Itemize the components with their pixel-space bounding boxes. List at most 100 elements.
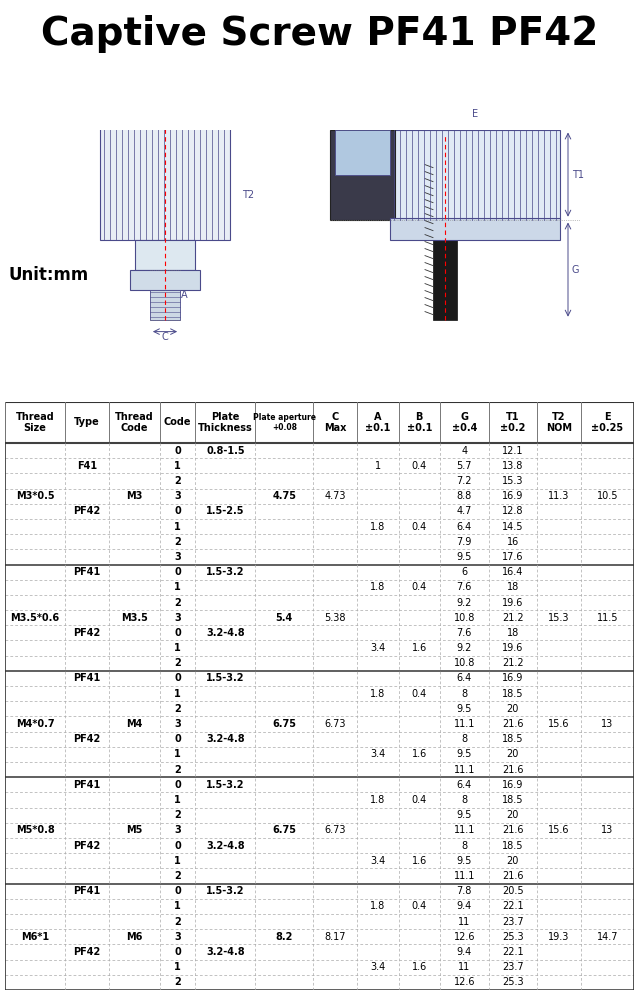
Bar xyxy=(130,270,200,290)
Text: 2: 2 xyxy=(174,704,181,714)
Text: 9.4: 9.4 xyxy=(457,947,472,957)
Text: 15.6: 15.6 xyxy=(548,825,569,835)
Text: 3.4: 3.4 xyxy=(370,643,385,653)
Text: 16.9: 16.9 xyxy=(502,491,523,501)
Text: T1
±0.2: T1 ±0.2 xyxy=(500,412,525,434)
Text: 8.8: 8.8 xyxy=(457,491,472,501)
Text: 9.5: 9.5 xyxy=(457,810,472,820)
Text: M3: M3 xyxy=(126,491,142,501)
Text: PF42: PF42 xyxy=(73,840,101,851)
Text: 1.5-3.2: 1.5-3.2 xyxy=(206,780,245,790)
Text: 8: 8 xyxy=(461,734,467,744)
Text: 1: 1 xyxy=(174,460,181,471)
Text: PF42: PF42 xyxy=(73,628,101,638)
Text: 6.4: 6.4 xyxy=(457,780,472,790)
Text: 18: 18 xyxy=(507,628,519,638)
Text: 1: 1 xyxy=(174,522,181,532)
Text: 1.5-2.5: 1.5-2.5 xyxy=(206,506,245,516)
Text: 0: 0 xyxy=(174,445,181,455)
Text: 0: 0 xyxy=(174,734,181,744)
Text: 14.7: 14.7 xyxy=(597,931,618,941)
Text: 6.4: 6.4 xyxy=(457,674,472,683)
Text: 11.1: 11.1 xyxy=(454,765,475,775)
Text: Code: Code xyxy=(164,418,191,428)
Text: 9.5: 9.5 xyxy=(457,856,472,866)
Text: 19.3: 19.3 xyxy=(548,931,569,941)
Text: 3: 3 xyxy=(174,613,181,623)
Text: A: A xyxy=(181,290,188,300)
Text: 3.4: 3.4 xyxy=(370,856,385,866)
Text: 13: 13 xyxy=(601,719,613,729)
Text: 6.73: 6.73 xyxy=(325,719,346,729)
Text: M6: M6 xyxy=(126,931,142,941)
Text: 2: 2 xyxy=(174,917,181,927)
Text: 0.4: 0.4 xyxy=(412,460,427,471)
Bar xyxy=(390,217,560,240)
Text: M4*0.7: M4*0.7 xyxy=(16,719,54,729)
Text: 8: 8 xyxy=(461,795,467,806)
Text: 6.73: 6.73 xyxy=(325,825,346,835)
Text: Thread
Size: Thread Size xyxy=(16,412,54,434)
Text: 13: 13 xyxy=(601,825,613,835)
Text: 0: 0 xyxy=(174,567,181,577)
Text: PF42: PF42 xyxy=(73,947,101,957)
Text: 16.9: 16.9 xyxy=(502,674,523,683)
Bar xyxy=(100,120,230,240)
Text: 12.8: 12.8 xyxy=(502,506,523,516)
Text: 7.6: 7.6 xyxy=(457,582,472,592)
Text: 1.8: 1.8 xyxy=(370,688,385,698)
Text: 8.2: 8.2 xyxy=(275,931,293,941)
Text: 11.1: 11.1 xyxy=(454,719,475,729)
Text: 21.2: 21.2 xyxy=(502,659,523,669)
Text: 3.2-4.8: 3.2-4.8 xyxy=(206,947,245,957)
Text: 21.6: 21.6 xyxy=(502,765,523,775)
Text: 8.17: 8.17 xyxy=(325,931,346,941)
Text: 11.5: 11.5 xyxy=(597,613,618,623)
Bar xyxy=(335,130,390,175)
Text: M3*0.5: M3*0.5 xyxy=(16,491,54,501)
Text: 21.2: 21.2 xyxy=(502,613,523,623)
Text: Type: Type xyxy=(74,418,100,428)
Text: 11: 11 xyxy=(458,917,470,927)
Text: 4.73: 4.73 xyxy=(325,491,346,501)
Text: 10.8: 10.8 xyxy=(454,659,475,669)
Text: 1: 1 xyxy=(174,795,181,806)
Text: 1.6: 1.6 xyxy=(412,750,427,760)
Text: 9.2: 9.2 xyxy=(457,597,472,607)
Text: B
±0.1: B ±0.1 xyxy=(406,412,432,434)
Text: 6.75: 6.75 xyxy=(272,719,296,729)
Text: 1: 1 xyxy=(174,902,181,912)
Text: 21.6: 21.6 xyxy=(502,825,523,835)
Text: PF42: PF42 xyxy=(73,734,101,744)
Text: Plate
Thickness: Plate Thickness xyxy=(198,412,253,434)
Text: 1.8: 1.8 xyxy=(370,522,385,532)
Text: C: C xyxy=(162,331,168,341)
Text: 3.4: 3.4 xyxy=(370,750,385,760)
Text: 5.38: 5.38 xyxy=(325,613,346,623)
Text: 12.6: 12.6 xyxy=(454,977,475,987)
Text: 2: 2 xyxy=(174,871,181,881)
Text: E: E xyxy=(472,108,478,119)
Text: 11.1: 11.1 xyxy=(454,825,475,835)
Text: 1.6: 1.6 xyxy=(412,856,427,866)
Text: Unit:mm: Unit:mm xyxy=(8,266,88,284)
Text: Plate aperture
+0.08: Plate aperture +0.08 xyxy=(253,413,316,433)
Text: 1.5-3.2: 1.5-3.2 xyxy=(206,567,245,577)
Text: 18.5: 18.5 xyxy=(502,688,523,698)
Text: 13.8: 13.8 xyxy=(502,460,523,471)
Text: M5*0.8: M5*0.8 xyxy=(16,825,54,835)
Text: 1.8: 1.8 xyxy=(370,795,385,806)
Text: 15.3: 15.3 xyxy=(502,476,523,486)
Text: 14.5: 14.5 xyxy=(502,522,523,532)
Text: 15.3: 15.3 xyxy=(548,613,569,623)
Text: 0: 0 xyxy=(174,886,181,896)
Text: 9.4: 9.4 xyxy=(457,902,472,912)
Text: 1: 1 xyxy=(174,582,181,592)
Text: 2: 2 xyxy=(174,476,181,486)
Text: PF41: PF41 xyxy=(73,780,101,790)
Text: G
±0.4: G ±0.4 xyxy=(452,412,477,434)
Text: 1: 1 xyxy=(174,962,181,972)
Text: 18.5: 18.5 xyxy=(502,734,523,744)
Text: 10.8: 10.8 xyxy=(454,613,475,623)
Bar xyxy=(390,130,560,219)
